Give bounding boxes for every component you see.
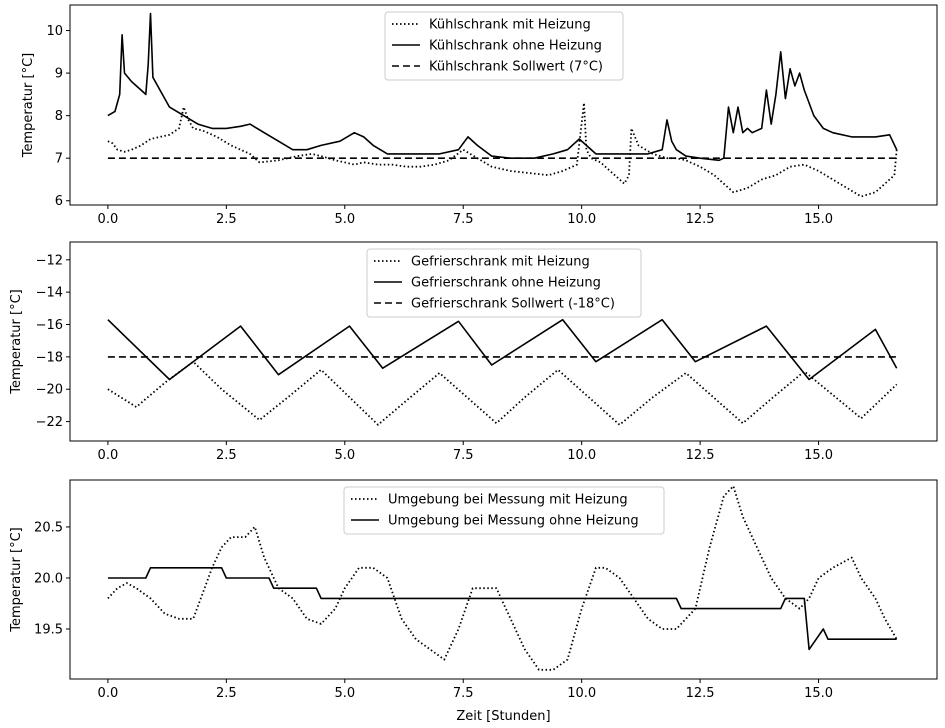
legend-entry: Kühlschrank mit Heizung <box>429 18 591 33</box>
y-tick-label: 19.5 <box>34 622 63 637</box>
series-line-3-2 <box>107 567 897 651</box>
y-tick-label: 20.0 <box>34 571 63 586</box>
series-line-2-1 <box>107 360 898 426</box>
x-tick-label: 7.5 <box>453 212 474 227</box>
chart-panel-3: 0.0 2.5 5.0 7.5 10.0 12.5 15.0 19.5 20.0 20.5 Temp… <box>9 479 938 724</box>
legend: Kühlschrank mit Heizung Kühlschrank ohne … <box>384 11 624 81</box>
x-tick-label: 12.5 <box>686 448 715 463</box>
series-line-2-2 <box>107 318 898 381</box>
x-tick-label: 2.5 <box>216 212 237 227</box>
x-tick-label: 10.0 <box>567 212 596 227</box>
y-tick-label: −12 <box>36 253 63 268</box>
x-tick-label: 7.5 <box>453 686 474 701</box>
y-tick-label: 8 <box>55 109 63 124</box>
legend: Gefrierschrank mit Heizung Gefrierschrank… <box>366 248 642 318</box>
series-line-1-1 <box>107 102 898 198</box>
x-tick-label: 5.0 <box>334 448 355 463</box>
y-tick-label: 7 <box>55 152 63 167</box>
x-tick-label: 12.5 <box>686 686 715 701</box>
legend-entry: Gefrierschrank mit Heizung <box>411 255 590 270</box>
series-line-3-1 <box>107 485 898 671</box>
legend-entry: Kühlschrank ohne Heizung <box>429 39 602 54</box>
y-tick-label: −20 <box>36 383 63 398</box>
x-tick-label: 15.0 <box>804 448 833 463</box>
chart-panel-1: 0.0 2.5 5.0 7.5 10.0 12.5 15.0 6 7 8 9 10 Temperatur… <box>21 4 938 227</box>
x-tick-label: 2.5 <box>216 686 237 701</box>
y-axis-label: Temperatur [°C] <box>9 527 24 633</box>
x-tick-label: 15.0 <box>804 212 833 227</box>
y-tick-label: −18 <box>36 350 63 365</box>
y-tick-label: −14 <box>36 286 63 301</box>
y-tick-label: 10 <box>46 24 63 39</box>
chart-panel-2: 0.0 2.5 5.0 7.5 10.0 12.5 15.0 −22 −20 −18 −16 −14 −… <box>9 241 938 463</box>
y-tick-label: 6 <box>55 194 63 209</box>
legend-entry: Kühlschrank Sollwert (7°C) <box>429 60 603 75</box>
plot-frame <box>69 479 938 680</box>
y-axis-label: Temperatur [°C] <box>21 53 36 159</box>
x-tick-label: 12.5 <box>686 212 715 227</box>
x-tick-label: 5.0 <box>334 686 355 701</box>
legend-entry: Gefrierschrank ohne Heizung <box>411 276 601 291</box>
y-tick-label: −22 <box>36 415 63 430</box>
x-tick-label: 0.0 <box>98 448 119 463</box>
legend-entry: Gefrierschrank Sollwert (-18°C) <box>411 297 615 312</box>
x-tick-label: 2.5 <box>216 448 237 463</box>
y-tick-label: 20.5 <box>34 520 63 535</box>
legend: Umgebung bei Messung mit Heizung Umgebung… <box>343 486 665 535</box>
x-tick-label: 10.0 <box>567 686 596 701</box>
x-tick-label: 0.0 <box>98 686 119 701</box>
y-tick-label: −16 <box>36 318 63 333</box>
x-axis-label: Zeit [Stunden] <box>456 709 550 724</box>
x-tick-label: 10.0 <box>567 448 596 463</box>
y-tick-label: 9 <box>55 67 63 82</box>
x-tick-label: 7.5 <box>453 448 474 463</box>
legend-entry: Umgebung bei Messung ohne Heizung <box>388 514 639 529</box>
x-tick-label: 0.0 <box>98 212 119 227</box>
plot-frame <box>69 241 938 442</box>
series-line-1-2 <box>107 12 898 162</box>
plot-frame <box>69 4 938 206</box>
y-axis-label: Temperatur [°C] <box>9 289 24 395</box>
legend-entry: Umgebung bei Messung mit Heizung <box>388 493 628 508</box>
x-tick-label: 15.0 <box>804 686 833 701</box>
x-tick-label: 5.0 <box>334 212 355 227</box>
